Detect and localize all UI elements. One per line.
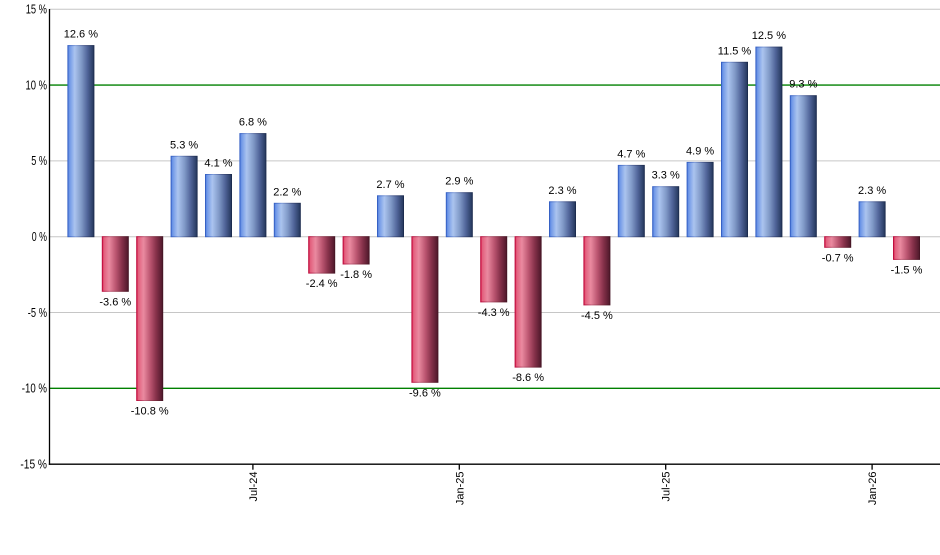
svg-text:-9.6 %: -9.6 % bbox=[409, 387, 441, 399]
svg-text:3.3 %: 3.3 % bbox=[652, 170, 680, 182]
svg-text:6.8 %: 6.8 % bbox=[239, 117, 267, 129]
svg-text:-1.5 %: -1.5 % bbox=[891, 264, 923, 276]
svg-text:-10.8 %: -10.8 % bbox=[131, 406, 169, 418]
svg-text:Jul-24: Jul-24 bbox=[248, 472, 260, 502]
svg-text:10 %: 10 % bbox=[26, 78, 48, 92]
svg-text:-15 %: -15 % bbox=[20, 458, 47, 472]
svg-text:-5 %: -5 % bbox=[28, 306, 47, 320]
svg-text:-2.4 %: -2.4 % bbox=[306, 278, 338, 290]
svg-text:-0.7 %: -0.7 % bbox=[822, 252, 854, 264]
svg-text:Jul-25: Jul-25 bbox=[661, 472, 673, 502]
svg-text:15 %: 15 % bbox=[26, 3, 47, 17]
svg-text:4.7 %: 4.7 % bbox=[617, 148, 645, 160]
svg-text:Jan-26: Jan-26 bbox=[867, 472, 879, 506]
svg-text:-8.6 %: -8.6 % bbox=[512, 372, 544, 384]
svg-text:2.2 %: 2.2 % bbox=[273, 186, 301, 198]
svg-text:2.3 %: 2.3 % bbox=[858, 185, 886, 197]
svg-text:9.3 %: 9.3 % bbox=[789, 79, 817, 91]
svg-text:0 %: 0 % bbox=[32, 230, 47, 244]
svg-text:Jan-25: Jan-25 bbox=[454, 472, 466, 506]
svg-text:2.3 %: 2.3 % bbox=[548, 185, 576, 197]
svg-text:5.3 %: 5.3 % bbox=[170, 139, 198, 151]
svg-text:4.9 %: 4.9 % bbox=[686, 145, 714, 157]
svg-text:5 %: 5 % bbox=[31, 154, 47, 168]
svg-text:-10 %: -10 % bbox=[22, 382, 47, 396]
svg-text:2.7 %: 2.7 % bbox=[376, 179, 404, 191]
svg-text:-4.5 %: -4.5 % bbox=[581, 310, 613, 322]
svg-text:12.6 %: 12.6 % bbox=[64, 29, 98, 41]
svg-text:-3.6 %: -3.6 % bbox=[99, 296, 131, 308]
svg-text:-1.8 %: -1.8 % bbox=[340, 269, 372, 281]
svg-text:12.5 %: 12.5 % bbox=[752, 30, 786, 42]
svg-text:2.9 %: 2.9 % bbox=[445, 176, 473, 188]
svg-text:4.1 %: 4.1 % bbox=[204, 158, 232, 170]
svg-text:11.5 %: 11.5 % bbox=[718, 45, 752, 57]
svg-text:-4.3 %: -4.3 % bbox=[478, 307, 510, 319]
